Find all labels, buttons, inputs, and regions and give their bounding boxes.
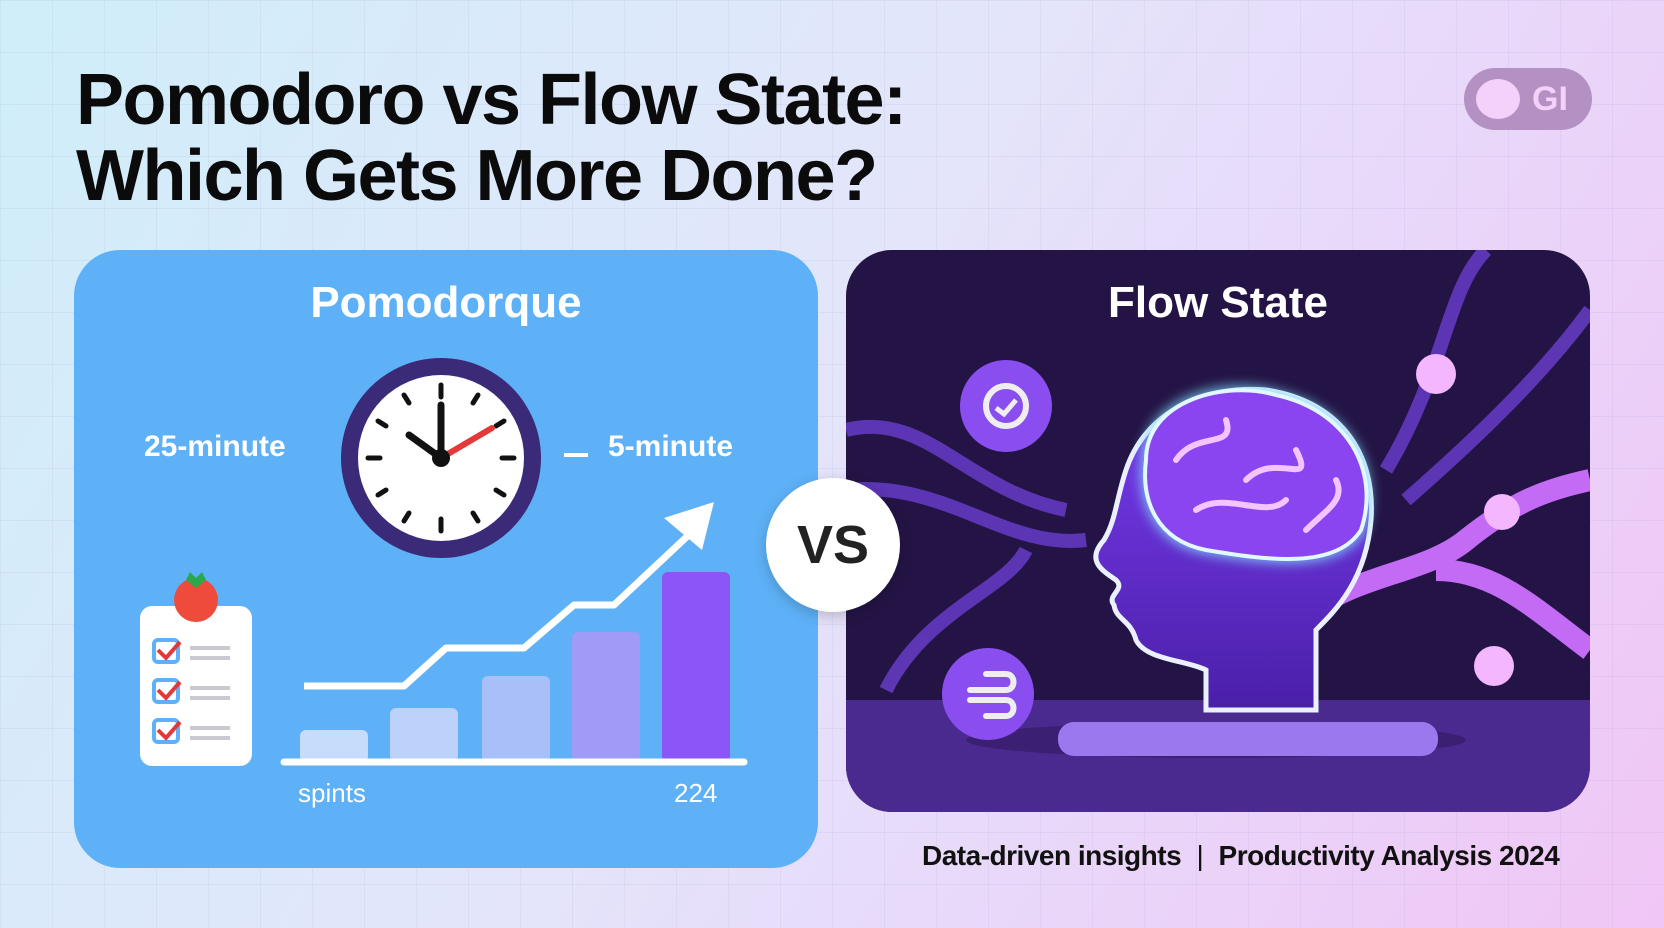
flow-badge-icon	[942, 648, 1034, 740]
trend-line	[304, 527, 697, 690]
growth-bar-chart	[280, 502, 748, 766]
page-title: Pomodoro vs Flow State: Which Gets More …	[76, 60, 907, 216]
title-line-1: Pomodoro vs Flow State:	[76, 60, 907, 140]
logo-text: GI	[1532, 79, 1568, 118]
footer: Data-driven insights | Productivity Anal…	[922, 840, 1560, 872]
bar-5	[662, 572, 730, 762]
work-label: 25-minute	[144, 430, 286, 463]
flow-illustration	[846, 250, 1590, 812]
vs-badge: VS	[766, 478, 900, 612]
footer-separator: |	[1196, 840, 1204, 871]
footer-left: Data-driven insights	[922, 840, 1182, 871]
clock-icon	[341, 358, 541, 558]
break-label: 5-minute	[608, 430, 734, 463]
title-line-2: Which Gets More Done?	[76, 136, 878, 216]
node-1	[1416, 354, 1456, 394]
neural-strands	[846, 250, 1590, 694]
x-left-label: spints	[298, 778, 366, 808]
pomodoro-illustration	[140, 358, 748, 766]
x-right-label: 224	[674, 778, 718, 808]
pedestal	[1058, 722, 1438, 756]
node-2	[1484, 494, 1520, 530]
check-badge-icon	[960, 360, 1052, 452]
logo-dot	[1476, 79, 1520, 119]
bar-2	[390, 708, 458, 762]
checklist-icon	[140, 572, 252, 766]
pomodoro-title: Pomodorque	[310, 278, 582, 327]
trend-arrow-head	[664, 502, 714, 550]
flow-title: Flow State	[1107, 278, 1329, 327]
pomodoro-panel: Pomodorque 25-minute 5-minute spints 224	[74, 250, 818, 868]
node-3	[1474, 646, 1514, 686]
flow-state-panel: Flow State	[846, 250, 1590, 812]
bar-1	[300, 730, 368, 762]
logo: GI	[1464, 68, 1592, 130]
footer-right: Productivity Analysis 2024	[1218, 840, 1560, 871]
bar-4	[572, 632, 640, 762]
bar-3	[482, 676, 550, 762]
